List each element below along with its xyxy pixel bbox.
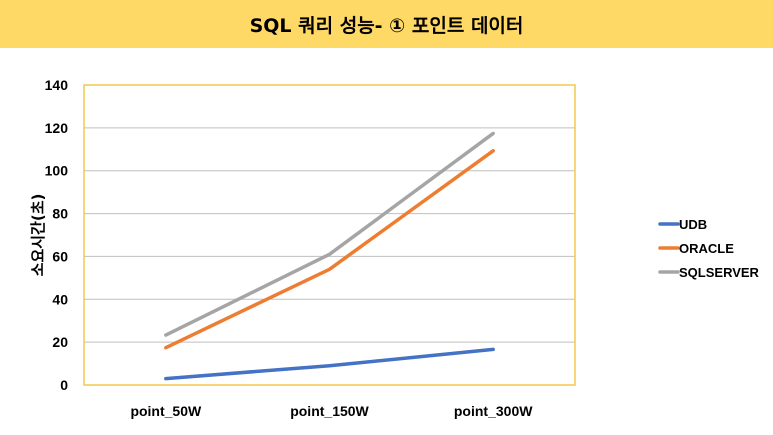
y-tick-label: 140 <box>45 77 69 93</box>
x-tick-label: point_300W <box>454 403 533 419</box>
y-tick-label: 120 <box>45 120 69 136</box>
series-line-udb <box>164 347 495 381</box>
x-tick-label: point_150W <box>290 403 369 419</box>
y-axis-label: 소요시간(초) <box>29 194 47 277</box>
y-tick-label: 100 <box>45 163 69 179</box>
y-tick-label: 0 <box>60 377 68 393</box>
legend-label: SQLSERVER <box>679 265 760 280</box>
y-tick-label: 80 <box>52 206 68 222</box>
legend-label: UDB <box>679 217 707 232</box>
plot-area-border <box>83 84 576 386</box>
chart-title: SQL 쿼리 성능- ① 포인트 데이터 <box>0 0 773 48</box>
y-tick-label: 20 <box>52 334 68 350</box>
series-line-sqlserver <box>164 131 495 337</box>
y-tick-label: 40 <box>52 291 68 307</box>
legend-label: ORACLE <box>679 241 734 256</box>
x-tick-label: point_50W <box>130 403 202 419</box>
y-tick-label: 60 <box>52 248 68 264</box>
series-line-oracle <box>164 149 495 350</box>
